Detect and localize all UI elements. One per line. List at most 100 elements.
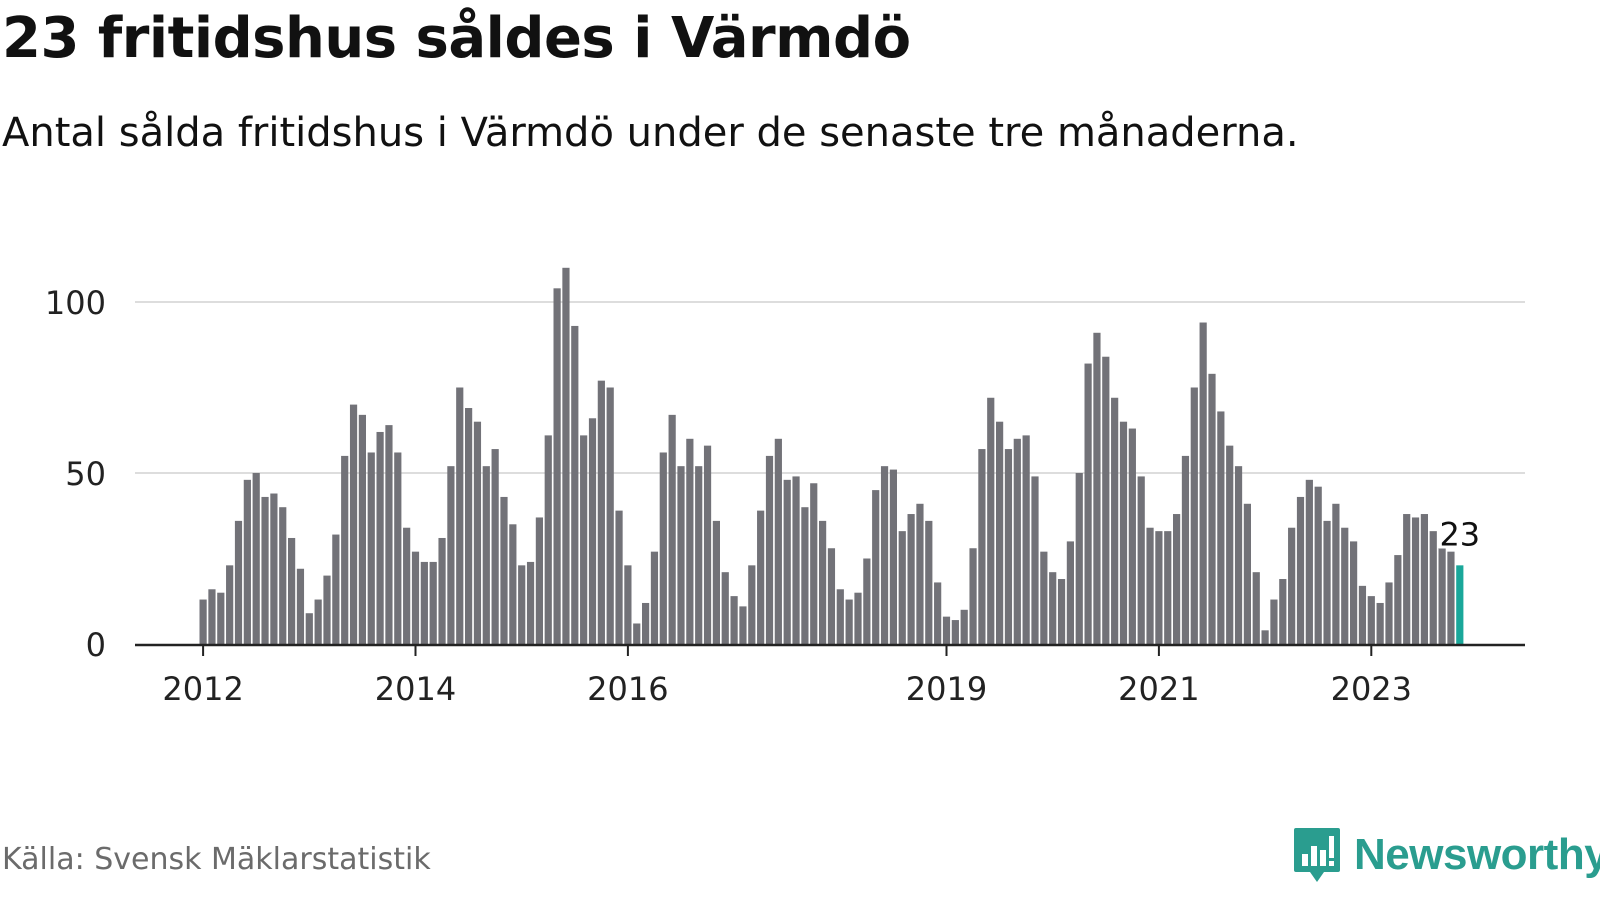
bar — [544, 435, 552, 644]
bar — [385, 425, 393, 644]
bar — [1146, 527, 1154, 644]
bar — [420, 561, 428, 644]
bar — [1243, 503, 1251, 644]
bar — [1252, 572, 1260, 644]
bar — [509, 524, 517, 644]
bar — [783, 479, 791, 644]
bar — [1093, 332, 1101, 644]
bar — [1447, 551, 1455, 644]
bar — [1305, 479, 1313, 644]
bar — [1208, 373, 1216, 644]
gridlines — [135, 301, 1525, 474]
bar — [1270, 599, 1278, 644]
bar — [978, 449, 986, 644]
bar — [1279, 579, 1287, 644]
bar — [438, 537, 446, 644]
bar — [553, 288, 561, 644]
bar — [1403, 514, 1411, 644]
bar — [695, 466, 703, 644]
bar — [1350, 541, 1358, 644]
bar — [1066, 541, 1074, 644]
bar — [951, 620, 959, 644]
bar — [633, 623, 641, 644]
bar — [1217, 411, 1225, 644]
logo-text: Newsworthy — [1354, 830, 1600, 879]
bar — [748, 565, 756, 644]
bar — [1296, 496, 1305, 644]
bar — [925, 520, 933, 644]
data-labels: 23 — [1436, 512, 1483, 556]
bar — [934, 582, 942, 644]
bar — [411, 551, 420, 644]
bar — [1288, 527, 1296, 644]
bar — [969, 548, 977, 644]
bar — [456, 387, 464, 644]
bar — [588, 418, 597, 644]
bar — [712, 520, 720, 644]
bar — [500, 496, 508, 644]
bar — [898, 531, 906, 644]
bar — [270, 493, 278, 644]
bar — [1358, 585, 1367, 644]
bar — [1075, 473, 1083, 644]
bar — [1155, 531, 1163, 644]
bar — [686, 438, 694, 644]
bar — [1173, 514, 1181, 644]
bar — [394, 452, 402, 644]
bar — [650, 551, 659, 644]
bar — [403, 527, 411, 644]
bar — [845, 599, 853, 644]
x-tick-label: 2021 — [1118, 670, 1199, 708]
bar — [429, 561, 437, 644]
bar — [757, 510, 765, 644]
bar — [996, 421, 1004, 644]
bar — [580, 435, 588, 644]
bar — [323, 575, 331, 644]
x-tick-label: 2014 — [375, 670, 456, 708]
bar — [518, 565, 526, 644]
y-tick-label: 0 — [86, 626, 106, 664]
bar — [1004, 449, 1013, 644]
bar — [1013, 438, 1021, 644]
bar — [916, 503, 924, 644]
newsworthy-logo: Newsworthy — [1292, 826, 1600, 884]
bar — [491, 449, 499, 644]
bar — [1411, 517, 1420, 644]
bar — [1190, 387, 1198, 644]
bar — [332, 534, 340, 644]
bar — [1128, 428, 1136, 644]
bar — [1084, 363, 1092, 644]
bar — [942, 616, 951, 644]
bar-chart: 0 50 100 2012 2014 2016 2019 2021 2023 23 — [45, 267, 1525, 708]
bar — [987, 397, 995, 644]
bar — [1385, 582, 1393, 644]
bar — [792, 476, 800, 644]
bar — [1181, 455, 1190, 644]
bar — [615, 510, 623, 644]
bar — [1031, 476, 1039, 644]
highlight-value-label: 23 — [1439, 515, 1480, 553]
bar — [526, 561, 535, 644]
bar — [535, 517, 543, 644]
bar — [624, 565, 632, 644]
bar — [1111, 397, 1119, 644]
bar — [1022, 435, 1030, 644]
bar — [1314, 486, 1322, 644]
bar — [465, 408, 473, 644]
bar — [1261, 630, 1269, 644]
bar — [1420, 514, 1428, 644]
bar — [349, 404, 358, 644]
bar — [872, 490, 880, 644]
bar — [305, 613, 313, 644]
bar — [765, 455, 774, 644]
bar — [562, 267, 570, 644]
bar — [482, 466, 490, 644]
bar — [261, 496, 269, 644]
source-note: Källa: Svensk Mäklarstatistik — [2, 842, 431, 877]
bar — [217, 592, 225, 644]
y-tick-label: 50 — [65, 455, 106, 493]
bar — [1438, 548, 1446, 644]
x-tick-label: 2012 — [162, 670, 243, 708]
bar — [810, 483, 818, 644]
bar — [730, 596, 738, 644]
